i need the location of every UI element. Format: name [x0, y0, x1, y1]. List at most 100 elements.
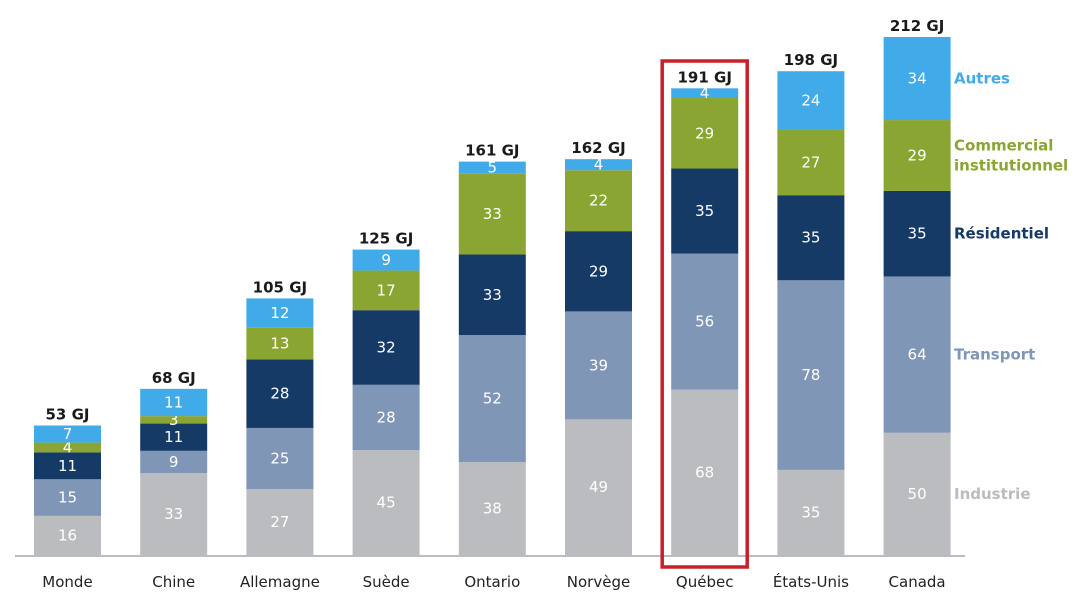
segment-value-label: 24 — [801, 91, 820, 109]
segment-value-label: 27 — [801, 153, 820, 171]
segment-value-label: 9 — [381, 251, 391, 269]
bar-segment-industrie — [883, 432, 951, 555]
bar-segment-commercial-institutionnel — [883, 120, 951, 191]
bar-segment-autres — [671, 88, 739, 99]
bar-segment-industrie — [671, 389, 739, 555]
category-label-quebec: Québec — [676, 573, 734, 591]
bar-segment-commercial-institutionnel — [565, 170, 632, 232]
legend: Industrie Transport Résidentiel Commercial i… — [954, 70, 1068, 503]
segment-value-label: 27 — [270, 513, 289, 531]
legend-item-industrie: Industrie — [954, 485, 1031, 503]
bar-segment-transport — [565, 311, 632, 420]
total-label: 53 GJ — [46, 406, 90, 424]
bar-segment-commercial-institutionnel — [458, 173, 526, 255]
segment-value-label: 29 — [589, 262, 608, 280]
segment-value-label: 22 — [589, 192, 608, 210]
bar-segment-autres — [777, 71, 845, 130]
category-labels: Monde Chine Allemagne Suède Ontario Norvège Qu… — [42, 572, 945, 591]
category-label-chine: Chine — [152, 573, 195, 591]
bar-group-etats-unis: 35 78 35 27 24 198 GJ — [777, 51, 845, 555]
category-label-norvege: Norvège — [567, 573, 630, 591]
segment-value-label: 5 — [488, 159, 498, 177]
segment-value-label: 39 — [589, 356, 608, 374]
total-label: 191 GJ — [677, 68, 731, 86]
segment-value-label: 78 — [801, 366, 820, 384]
bar-segment-commercial-institutionnel — [352, 270, 420, 311]
segment-value-label: 9 — [169, 453, 179, 471]
bar-group-suede: 45 28 32 17 9 125 GJ — [352, 230, 420, 555]
bar-segment-industrie — [140, 473, 208, 555]
segment-value-label: 12 — [270, 304, 289, 322]
bar-segment-industrie — [246, 489, 314, 555]
bar-segment-residentiel — [140, 423, 208, 451]
category-label-canada: Canada — [889, 573, 946, 591]
bar-segment-autres — [565, 159, 632, 171]
bar-segment-transport — [140, 450, 208, 474]
segment-value-label: 49 — [589, 478, 608, 496]
bar-segment-transport — [883, 276, 951, 433]
bar-segment-residentiel — [777, 195, 845, 281]
segment-value-label: 28 — [270, 385, 289, 403]
total-label: 212 GJ — [890, 17, 944, 35]
category-label-allemagne: Allemagne — [240, 573, 320, 591]
segment-value-label: 3 — [169, 411, 179, 429]
legend-item-residentiel: Résidentiel — [954, 225, 1049, 243]
segment-value-label: 11 — [58, 457, 77, 475]
bar-segment-residentiel — [352, 310, 420, 385]
segment-value-label: 33 — [483, 205, 502, 223]
bar-segment-transport — [34, 479, 101, 516]
bar-segment-commercial-institutionnel — [671, 98, 739, 169]
legend-item-commercial-institutionnel: Commercial — [954, 137, 1053, 155]
bar-segment-autres — [140, 388, 208, 417]
segment-value-label: 56 — [695, 313, 714, 331]
segment-value-label: 35 — [801, 229, 820, 247]
bar-segment-commercial-institutionnel — [34, 442, 101, 453]
bar-group-allemagne: 27 25 28 13 12 105 GJ — [246, 278, 314, 555]
bar-segment-transport — [777, 280, 845, 470]
segment-value-label: 68 — [695, 463, 714, 481]
segment-value-label: 45 — [377, 494, 396, 512]
bar-segment-transport — [352, 384, 420, 451]
total-label: 162 GJ — [571, 139, 625, 157]
segment-value-label: 35 — [908, 225, 927, 243]
bar-segment-autres — [34, 425, 101, 443]
legend-item-commercial-institutionnel: institutionnel — [954, 157, 1068, 175]
segment-value-label: 32 — [377, 338, 396, 356]
category-label-etats-unis: États-Unis — [773, 572, 849, 591]
bar-segment-transport — [671, 253, 739, 390]
total-label: 105 GJ — [253, 278, 307, 296]
total-label: 125 GJ — [359, 230, 413, 248]
total-label: 161 GJ — [465, 142, 519, 160]
bar-segment-transport — [246, 427, 314, 490]
total-label: 198 GJ — [784, 51, 838, 69]
segment-value-label: 64 — [908, 346, 927, 364]
bar-segment-autres — [458, 161, 526, 174]
segment-value-label: 16 — [58, 526, 77, 544]
segment-value-label: 7 — [63, 425, 73, 443]
segment-value-label: 35 — [801, 503, 820, 521]
bar-segment-residentiel — [883, 190, 951, 277]
bar-segment-industrie — [34, 515, 101, 555]
legend-item-autres: Autres — [954, 70, 1010, 88]
segment-value-label: 50 — [908, 485, 927, 503]
segment-value-label: 17 — [377, 281, 396, 299]
bar-segment-autres — [352, 249, 420, 271]
bar-group-canada: 50 64 35 29 34 212 GJ — [883, 17, 951, 555]
category-label-ontario: Ontario — [464, 573, 520, 591]
highlight-box — [660, 59, 749, 569]
bar-segment-industrie — [458, 462, 526, 555]
bar-segment-industrie — [565, 419, 632, 555]
segment-value-label: 11 — [164, 428, 183, 446]
bar-segment-residentiel — [246, 359, 314, 428]
category-label-monde: Monde — [42, 573, 92, 591]
segment-value-label: 25 — [270, 449, 289, 467]
segment-value-label: 35 — [695, 202, 714, 220]
total-label: 68 GJ — [152, 369, 196, 387]
bar-segment-transport — [458, 335, 526, 463]
segment-value-label: 15 — [58, 489, 77, 507]
